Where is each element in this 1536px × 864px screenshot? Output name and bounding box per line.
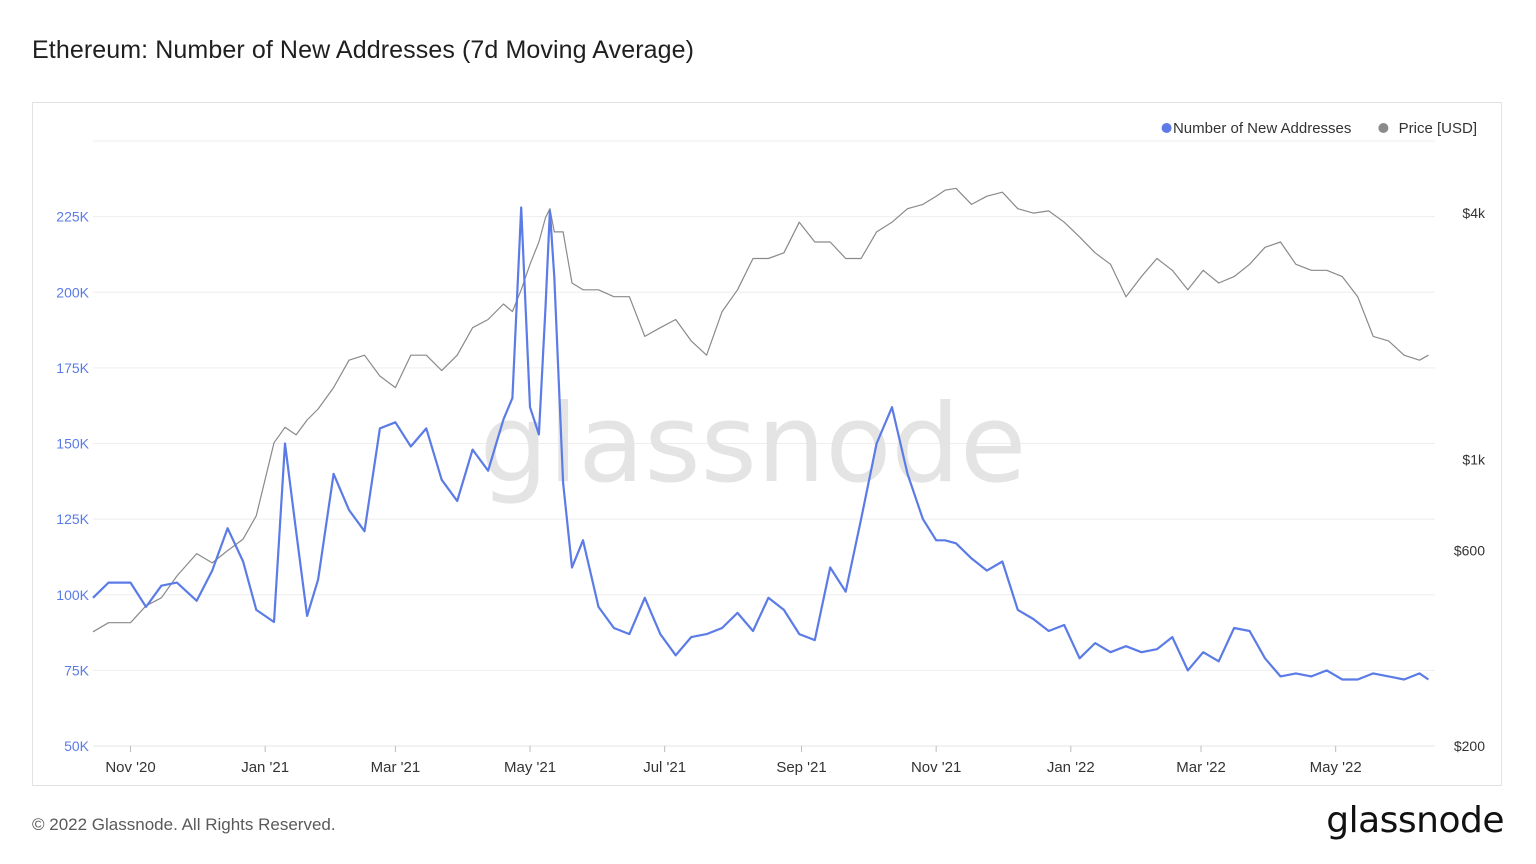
y-left-tick-label: 50K	[64, 738, 90, 754]
x-tick-label: Jan '22	[1047, 759, 1095, 776]
y-left-tick-label: 225K	[56, 209, 89, 225]
y-left-tick-label: 125K	[56, 511, 89, 527]
x-tick-label: Sep '21	[776, 759, 826, 776]
y-left-tick-label: 100K	[56, 587, 89, 603]
legend-marker	[1378, 123, 1389, 133]
x-tick-label: Nov '21	[911, 759, 961, 776]
x-tick-label: May '22	[1310, 759, 1362, 776]
legend-label: Price [USD]	[1399, 120, 1477, 137]
y-right-tick-label: $600	[1454, 543, 1485, 559]
x-tick-label: Jul '21	[643, 759, 686, 776]
y-left-tick-label: 75K	[64, 662, 90, 678]
page-title: Ethereum: Number of New Addresses (7d Mo…	[32, 36, 695, 64]
glassnode-logo[interactable]: glassnode	[1326, 800, 1504, 841]
x-tick-label: Mar '22	[1176, 759, 1226, 776]
legend-label: Number of New Addresses	[1173, 120, 1351, 137]
new-addresses-line	[92, 206, 1430, 681]
copyright-text: © 2022 Glassnode. All Rights Reserved.	[32, 815, 336, 834]
y-left-tick-label: 200K	[56, 284, 89, 300]
line-chart: glassnode 50K 75K 100K 125K 150K 175K 200K 225K $…	[56, 120, 1486, 776]
watermark: glassnode	[480, 382, 1027, 507]
y-left-tick-label: 150K	[56, 436, 89, 452]
x-tick-label: Mar '21	[371, 759, 421, 776]
y-right-tick-label: $200	[1454, 738, 1485, 754]
chart-frame: glassnode 50K 75K 100K 125K 150K 175K 200K 225K $…	[32, 102, 1502, 786]
price-line	[92, 187, 1429, 633]
y-left-tick-label: 175K	[56, 360, 89, 376]
x-tick-label: Nov '20	[105, 759, 155, 776]
y-right-tick-label: $4k	[1462, 205, 1486, 221]
x-tick-label: Jan '21	[241, 759, 289, 776]
y-right-tick-label: $1k	[1462, 452, 1486, 468]
legend-marker	[1161, 123, 1172, 133]
x-tick-label: May '21	[504, 759, 556, 776]
